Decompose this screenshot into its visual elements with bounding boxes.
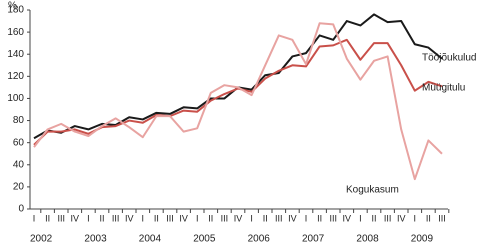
x-tick-label: III	[275, 213, 283, 223]
x-tick-label: III	[112, 213, 120, 223]
y-tick-label: 120	[7, 71, 24, 82]
x-tick-label: II	[154, 213, 159, 223]
x-tick-label: III	[384, 213, 392, 223]
year-label: 2003	[84, 234, 107, 244]
x-tick-label: I	[250, 213, 253, 223]
series-line	[33, 13, 443, 140]
y-unit: %	[8, 1, 17, 12]
x-tick-label: II	[208, 213, 213, 223]
x-tick-label: III	[438, 213, 446, 223]
year-label: 2009	[411, 234, 434, 244]
x-tick-label: IV	[343, 213, 352, 223]
x-tick-label: I	[142, 213, 145, 223]
x-tick-label: II	[317, 213, 322, 223]
x-tick-label: II	[263, 213, 268, 223]
x-tick-label: II	[426, 213, 431, 223]
x-tick-label: I	[33, 213, 36, 223]
y-tick-label: 40	[13, 159, 25, 170]
x-tick-label: IV	[179, 213, 188, 223]
x-tick-label: II	[371, 213, 376, 223]
series-line	[33, 22, 443, 181]
series-label: Kogukasum	[346, 185, 399, 196]
year-label: 2008	[356, 234, 379, 244]
year-label: 2002	[30, 234, 53, 244]
x-tick-label: I	[414, 213, 417, 223]
x-tick-label: IV	[71, 213, 80, 223]
x-tick-label: IV	[288, 213, 297, 223]
y-tick-label: 20	[13, 182, 25, 193]
y-tick-label: 100	[7, 93, 24, 104]
x-tick-label: I	[305, 213, 308, 223]
year-label: 2005	[193, 234, 216, 244]
series-label: Müügitulu	[422, 83, 465, 94]
y-tick-label: 180	[7, 5, 24, 16]
y-tick-label: 160	[7, 27, 24, 38]
x-tick-label: I	[359, 213, 362, 223]
year-label: 2006	[248, 234, 271, 244]
x-tick-label: III	[166, 213, 174, 223]
y-tick-label: 0	[18, 204, 24, 215]
x-tick-label: IV	[125, 213, 134, 223]
x-tick-label: III	[329, 213, 337, 223]
x-tick-label: II	[99, 213, 104, 223]
x-tick-label: I	[196, 213, 199, 223]
x-tick-label: IV	[397, 213, 406, 223]
y-tick-label: 60	[13, 137, 25, 148]
y-tick-label: 140	[7, 49, 24, 60]
y-tick-label: 80	[13, 115, 25, 126]
series-line	[33, 38, 443, 146]
series-label: Tööjõukulud	[422, 53, 476, 64]
x-tick-label: III	[221, 213, 229, 223]
x-tick-label: I	[87, 213, 90, 223]
x-tick-label: III	[57, 213, 65, 223]
year-label: 2004	[139, 234, 162, 244]
x-tick-label: IV	[234, 213, 243, 223]
x-tick-label: II	[45, 213, 50, 223]
year-label: 2007	[302, 234, 325, 244]
